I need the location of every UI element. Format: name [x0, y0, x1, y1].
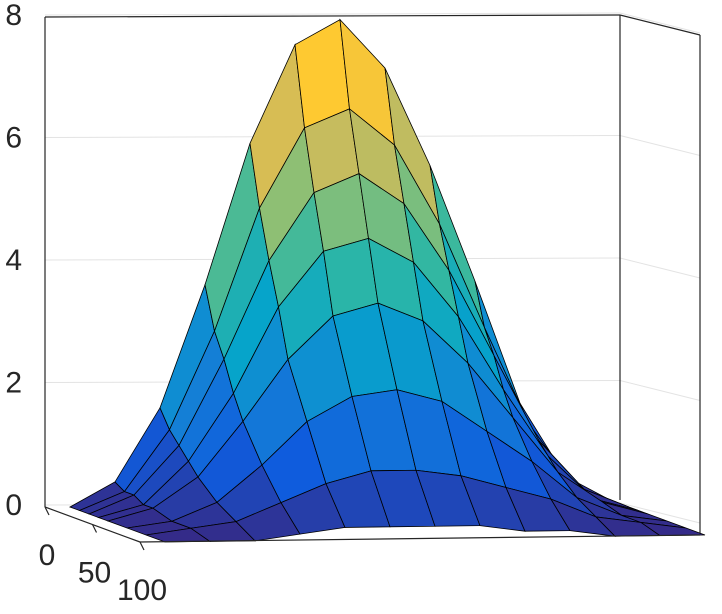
surface-patch	[640, 522, 706, 536]
y-tick	[139, 541, 145, 551]
surface-patch	[294, 18, 350, 129]
z-tick-label: 0	[5, 489, 22, 522]
box-edge	[139, 534, 701, 543]
grid-line	[619, 502, 701, 524]
z-tick-label: 2	[5, 366, 22, 399]
grid-line	[619, 12, 701, 34]
z-tick-label: 8	[5, 0, 22, 32]
z-tick-label: 4	[5, 244, 22, 277]
y-tick	[44, 506, 50, 516]
z-tick-label: 6	[5, 121, 22, 154]
grid-line	[619, 135, 701, 156]
y-tick-label: 100	[117, 574, 167, 607]
box-edge	[619, 14, 701, 36]
grid-line	[44, 12, 621, 16]
y-tick-label: 50	[78, 556, 111, 589]
box-edge	[44, 14, 621, 18]
grid-line	[619, 257, 701, 279]
y-tick	[91, 524, 98, 533]
surface	[69, 18, 706, 543]
grid-line	[619, 380, 701, 401]
y-tick-label: 0	[39, 539, 56, 572]
